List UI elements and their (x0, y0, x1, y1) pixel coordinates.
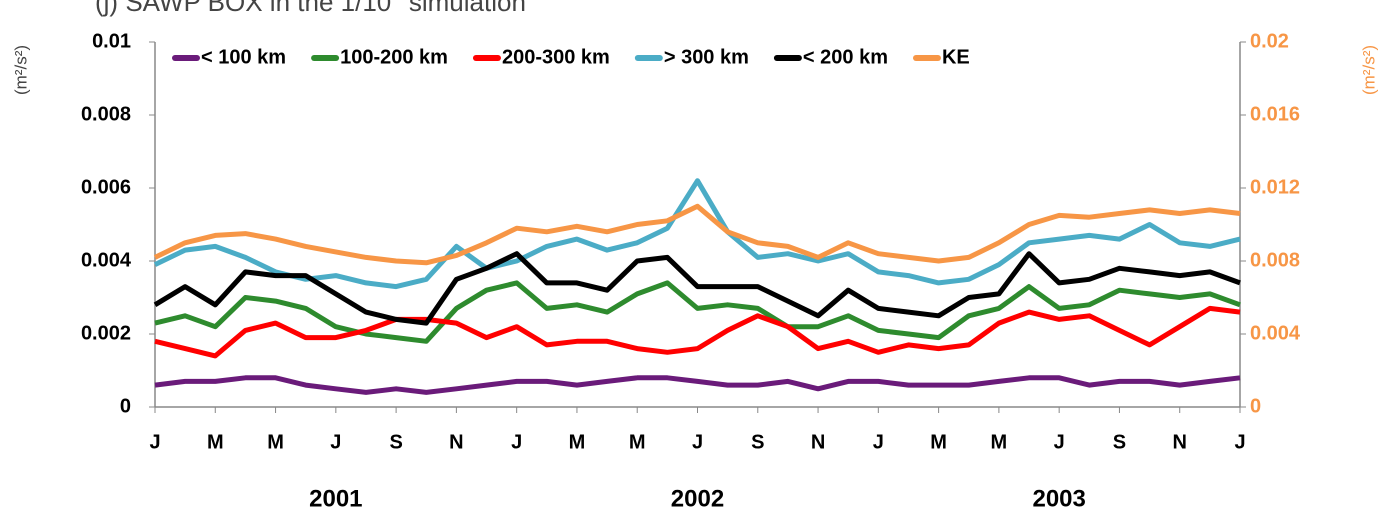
series-line (153, 178, 1241, 290)
y-tick-label: 0.002 (81, 322, 131, 344)
x-tick-label: J (1234, 431, 1245, 453)
legend-label: < 100 km (201, 46, 286, 68)
y-axis-label: (m²/s²) (11, 45, 30, 95)
x-tick-label: M (207, 431, 224, 453)
x-tick-label: S (751, 431, 764, 453)
year-label: 2003 (1032, 485, 1085, 512)
series-line (153, 251, 1241, 326)
y2-axis-label: (m²/s²) (1359, 45, 1378, 95)
x-tick-label: J (692, 431, 703, 453)
x-tick-label: J (330, 431, 341, 453)
legend-label: > 300 km (664, 46, 749, 68)
y-tick-label: 0.006 (81, 176, 131, 198)
x-tick-label: M (991, 431, 1008, 453)
y2-tick-label: 0.008 (1250, 249, 1300, 271)
x-tick-label: J (149, 431, 160, 453)
x-tick-label: J (873, 431, 884, 453)
y-tick-label: 0.01 (92, 30, 131, 52)
y2-tick-label: 0.016 (1250, 103, 1300, 125)
legend-label: < 200 km (803, 46, 888, 68)
x-tick-label: J (1054, 431, 1065, 453)
y2-tick-label: 0.004 (1250, 322, 1301, 344)
y-tick-label: 0 (120, 395, 131, 417)
x-tick-label: N (1172, 431, 1186, 453)
x-tick-label: M (267, 431, 284, 453)
legend-label: KE (942, 46, 970, 68)
x-tick-label: M (569, 431, 586, 453)
x-tick-label: S (1113, 431, 1126, 453)
legend-label: 200-300 km (502, 46, 610, 68)
x-tick-label: N (811, 431, 825, 453)
x-tick-label: N (449, 431, 463, 453)
series-line (154, 305, 1241, 359)
y-tick-label: 0.004 (81, 249, 132, 271)
y-tick-label: 0.008 (81, 103, 131, 125)
x-tick-label: S (389, 431, 402, 453)
series-line (154, 375, 1241, 395)
x-tick-label: M (930, 431, 947, 453)
y2-tick-label: 0 (1250, 395, 1261, 417)
x-tick-label: M (629, 431, 646, 453)
series-line (153, 203, 1241, 266)
series-line (154, 280, 1241, 344)
y2-tick-label: 0.02 (1250, 30, 1289, 52)
x-tick-label: J (511, 431, 522, 453)
legend-label: 100-200 km (340, 46, 448, 68)
chart-title: (j) SAWP BOX in the 1/10° simulation (95, 0, 526, 17)
year-label: 2002 (671, 485, 724, 512)
year-label: 2001 (309, 485, 362, 512)
y2-tick-label: 0.012 (1250, 176, 1300, 198)
